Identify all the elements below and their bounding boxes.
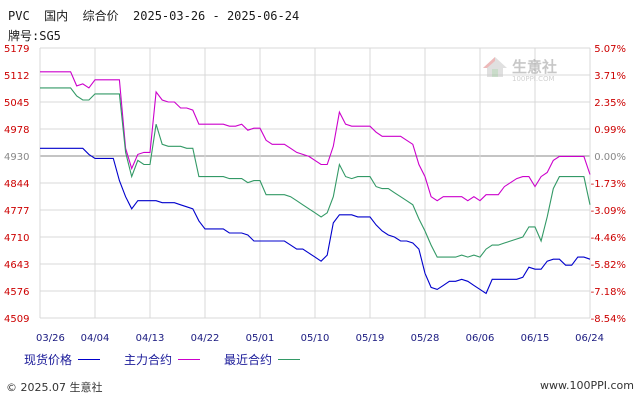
x-tick-label: 05/28: [411, 333, 440, 344]
x-tick-label: 06/06: [466, 333, 495, 344]
y-right-tick-label: -7.18%: [591, 287, 626, 298]
y-tick-label: 4576: [4, 287, 29, 298]
x-tick-label: 06/24: [575, 333, 604, 344]
legend-item-nearest-contract: 最近合约: [224, 351, 301, 368]
x-tick-label: 04/13: [136, 333, 165, 344]
series-line-2: [40, 87, 591, 258]
legend-swatch-nearest-contract: [278, 359, 301, 360]
x-tick-label: 05/19: [356, 333, 385, 344]
y-right-tick-label: -3.09%: [591, 206, 626, 217]
x-tick-label: 06/15: [521, 333, 550, 344]
watermark: 生意社 100PPI.COM: [482, 55, 558, 83]
series-line-1: [40, 71, 591, 202]
y-tick-label: 4710: [4, 233, 29, 244]
y-right-tick-label: 0.99%: [594, 125, 626, 136]
series-line-0: [40, 147, 591, 295]
y-tick-label: 4509: [4, 314, 29, 325]
y-right-tick-label: -1.73%: [591, 179, 626, 190]
y-right-tick-label: 2.35%: [594, 98, 626, 109]
legend-label-main-contract: 主力合约: [124, 353, 173, 367]
legend-label-spot: 现货价格: [24, 353, 73, 367]
y-right-tick-label: 5.07%: [594, 44, 626, 55]
y-right-tick-label: 3.71%: [594, 71, 626, 82]
y-right-tick-label: -5.82%: [591, 260, 626, 271]
x-axis-labels: 03/26 04/04 04/13 04/22 05/01 05/10 05/19 05/28…: [36, 333, 604, 344]
legend: 现货价格 主力合约 最近合约: [24, 351, 324, 368]
chart-title: PVC 国内 综合价 2025-03-26 - 2025-06-24: [8, 9, 300, 23]
watermark-house-icon: [483, 57, 507, 77]
y-tick-label: 5112: [4, 71, 29, 82]
y-tick-label: 4643: [4, 260, 29, 271]
y-tick-label: 5045: [4, 98, 29, 109]
y-right-tick-label: -4.46%: [591, 233, 626, 244]
legend-item-spot: 现货价格: [24, 351, 101, 368]
y-right-tick-label: -8.54%: [591, 314, 626, 325]
y-tick-label: 4978: [4, 125, 29, 136]
legend-swatch-spot: [78, 359, 101, 360]
site-link[interactable]: www.100PPI.com: [540, 379, 634, 392]
copyright: © 2025.07 生意社: [6, 381, 103, 394]
series-lines: [40, 71, 591, 295]
x-tick-label: 04/04: [81, 333, 110, 344]
x-tick-label: 05/01: [246, 333, 275, 344]
left-axis-labels: 5179 5112 5045 4978 4930 4844 4777 4710 4643 4576…: [4, 44, 29, 325]
watermark-name: 生意社: [512, 58, 558, 76]
x-tick-label: 03/26: [36, 333, 65, 344]
x-tick-label: 04/22: [191, 333, 220, 344]
y-tick-label: 5179: [4, 44, 29, 55]
y-tick-label: 4777: [4, 206, 29, 217]
brand-grade-label: 牌号:SG5: [8, 29, 61, 43]
watermark-url: 100PPI.COM: [512, 75, 555, 83]
legend-label-nearest-contract: 最近合约: [224, 353, 273, 367]
y-right-tick-label: 0.00%: [594, 152, 626, 163]
grid: [39, 47, 591, 319]
right-axis-labels: 5.07% 3.71% 2.35% 0.99% 0.00% -1.73% -3.09% -4.…: [591, 44, 626, 325]
y-tick-label: 4844: [4, 179, 29, 190]
legend-swatch-main-contract: [178, 359, 201, 360]
legend-item-main-contract: 主力合约: [124, 351, 201, 368]
y-tick-label: 4930: [4, 152, 29, 163]
x-tick-label: 05/10: [301, 333, 330, 344]
